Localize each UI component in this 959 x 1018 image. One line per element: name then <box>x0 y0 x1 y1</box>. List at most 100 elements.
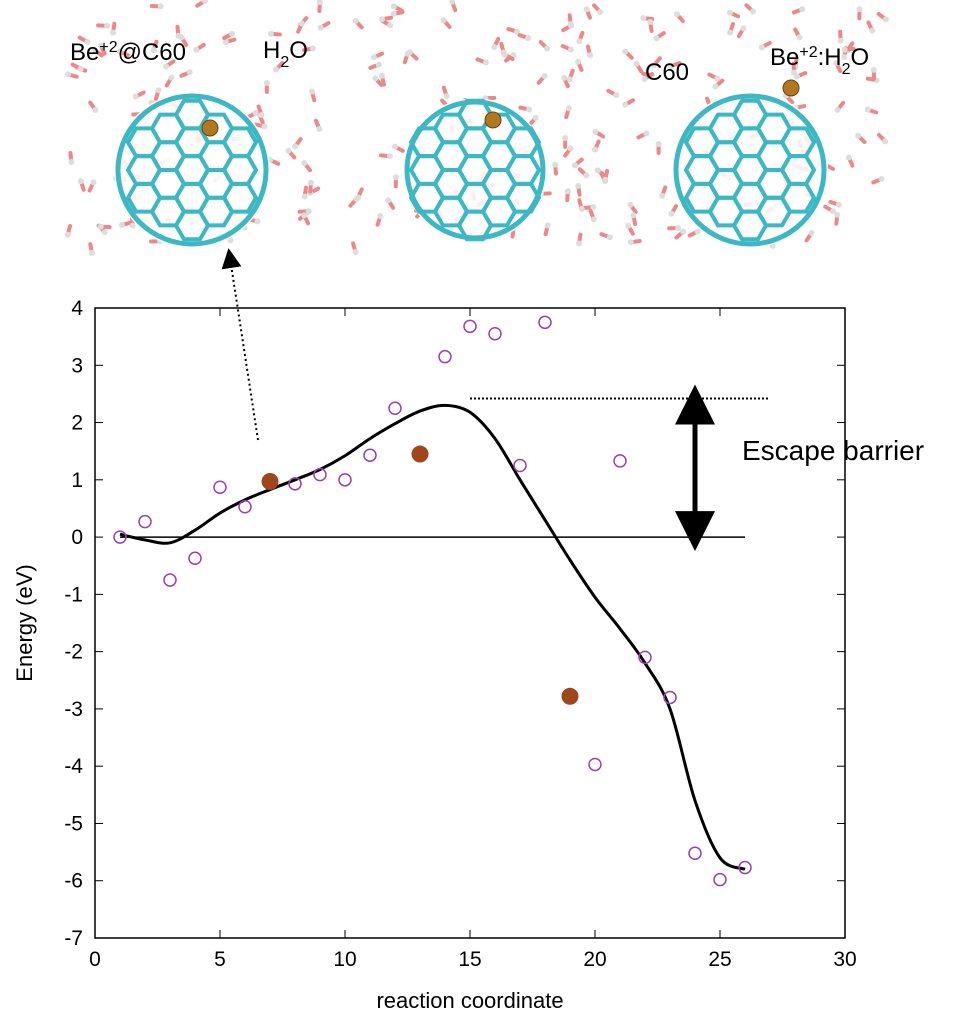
panel-label: Be+2@C60 <box>70 39 186 67</box>
data-point <box>463 319 477 334</box>
water-h <box>301 160 308 167</box>
y-tick-label: 1 <box>71 469 83 492</box>
data-point <box>338 473 352 487</box>
water-h <box>606 234 613 241</box>
water-h <box>526 106 533 113</box>
water-h <box>575 182 582 189</box>
water-h <box>355 194 362 201</box>
water-h <box>627 239 634 246</box>
water-h <box>544 222 551 229</box>
water-h <box>175 32 182 39</box>
y-tick-label: -4 <box>64 755 83 778</box>
water-h <box>157 3 164 10</box>
x-tick-label: 20 <box>583 948 606 971</box>
water-h <box>567 46 574 53</box>
water-h <box>659 192 666 199</box>
water-h <box>643 130 650 137</box>
x-tick-label: 10 <box>333 948 356 971</box>
water-h <box>229 30 236 37</box>
label-part: +2 <box>99 39 117 56</box>
water-h <box>377 213 384 220</box>
water-h <box>578 205 585 212</box>
be-ion <box>201 119 219 137</box>
water-h <box>97 223 104 230</box>
y-tick-label: 0 <box>71 526 83 549</box>
water-h <box>482 59 489 66</box>
water-h <box>68 158 75 165</box>
water-h <box>65 71 72 78</box>
water-h <box>352 17 359 24</box>
water-h <box>694 228 701 235</box>
water-h <box>613 92 620 99</box>
plot-frame <box>94 307 846 939</box>
be-ion <box>782 79 800 97</box>
water-h <box>835 201 842 208</box>
water-h <box>91 47 98 54</box>
y-tick-label: 4 <box>71 297 83 320</box>
water-h <box>379 16 386 23</box>
water-h <box>592 128 599 135</box>
water-h <box>567 145 574 152</box>
data-point <box>388 401 402 415</box>
energy-curve <box>119 403 746 871</box>
water-h <box>532 114 539 121</box>
data-point <box>138 514 152 529</box>
water-h <box>372 75 379 82</box>
water-h <box>92 107 99 114</box>
panel-label: C60 <box>645 59 689 86</box>
water-h <box>714 75 721 82</box>
water-h <box>622 101 629 108</box>
cage-ring <box>221 181 259 214</box>
water-h <box>668 63 675 70</box>
water-h <box>633 60 640 67</box>
cage-rim <box>673 93 827 247</box>
water-h <box>565 105 572 112</box>
water-h <box>101 229 108 236</box>
water-h <box>118 221 125 228</box>
pointer-arrow <box>221 248 259 441</box>
water-h <box>622 48 629 55</box>
water-h <box>116 48 123 55</box>
water-h <box>391 143 398 150</box>
water-h <box>591 146 598 153</box>
data-point <box>738 860 752 875</box>
x-tick-label: 25 <box>708 948 731 971</box>
annotation: Escape barrier <box>742 435 924 466</box>
water-h <box>758 44 765 51</box>
water-h <box>675 225 682 232</box>
cage-ring <box>779 181 817 214</box>
be-ion <box>484 111 502 129</box>
water-h <box>590 204 597 211</box>
data-point <box>288 477 302 491</box>
water-h <box>590 216 597 223</box>
water-h <box>449 0 456 5</box>
water-h <box>285 147 292 154</box>
water-h <box>583 6 590 13</box>
data-point <box>438 349 452 364</box>
data-point <box>513 458 527 473</box>
water-h <box>799 6 806 13</box>
y-tick-label: -2 <box>64 641 83 664</box>
water-h <box>308 179 315 186</box>
label-part: 2 <box>842 61 851 78</box>
label-part: 2 <box>280 54 289 71</box>
water-h <box>653 35 660 42</box>
label-part: O <box>851 44 870 71</box>
water-h <box>301 193 308 200</box>
water-h <box>132 93 139 100</box>
water-h <box>541 73 548 80</box>
water-h <box>562 134 569 141</box>
y-tick-label: -3 <box>64 698 83 721</box>
water-h <box>575 240 582 247</box>
water-h <box>571 162 578 169</box>
panel-label: Be+2:H2O <box>770 44 869 78</box>
water-h <box>544 45 551 52</box>
water-h <box>567 21 574 28</box>
label-part: +2 <box>799 44 817 61</box>
x-tick-label: 15 <box>458 948 481 971</box>
cage-rim <box>115 93 269 247</box>
water-h <box>727 29 734 36</box>
data-point <box>588 757 602 772</box>
water-h <box>386 153 393 160</box>
water-h <box>564 188 571 195</box>
